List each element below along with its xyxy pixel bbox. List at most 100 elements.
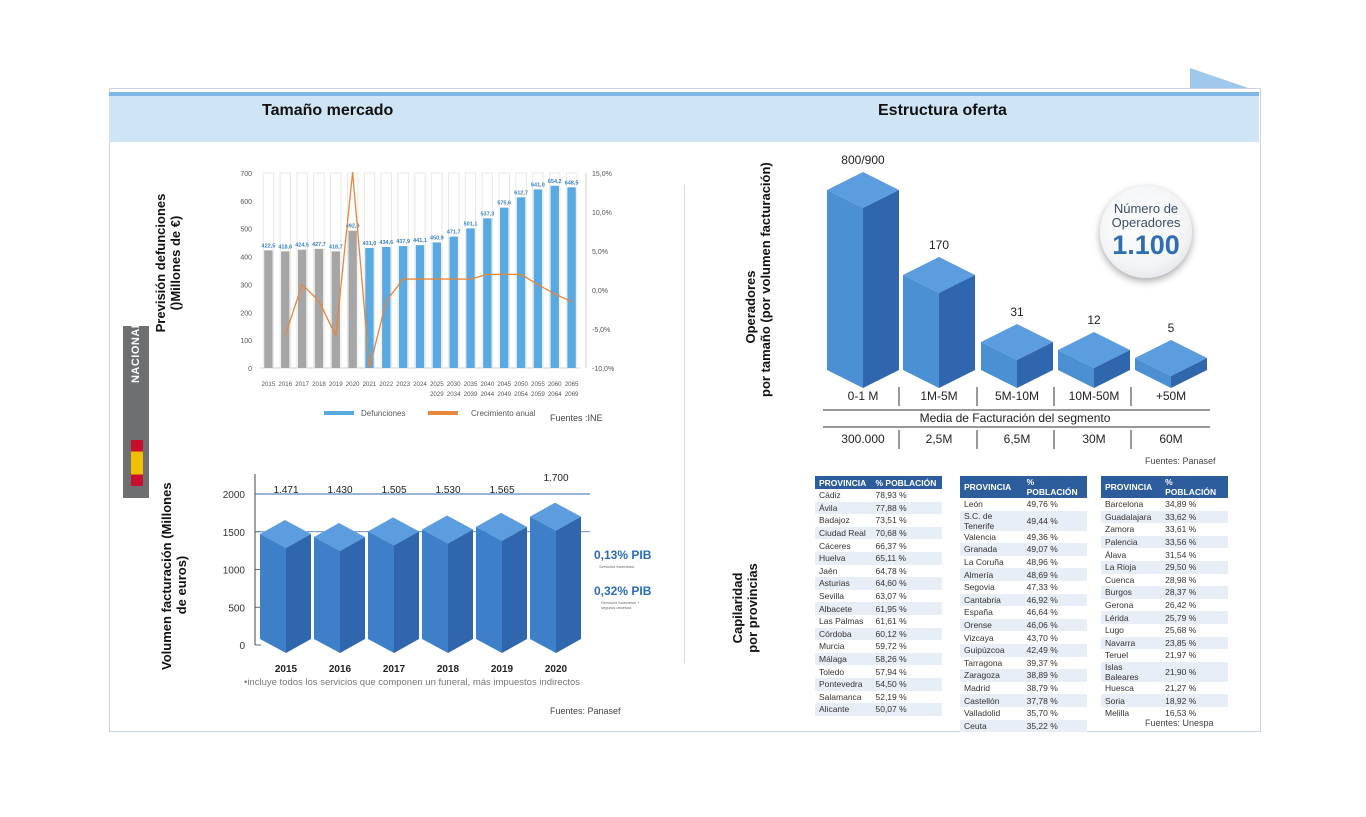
bar-top (422, 515, 473, 544)
y2-tick: -10,0% (592, 366, 614, 373)
x-tick: 2024 (413, 381, 427, 388)
poblacion-value: 47,33 % (1026, 582, 1058, 593)
table-row: Segovia 47,33 % (960, 581, 1087, 594)
bar-2040|2044 (483, 218, 492, 368)
table-row: La Coruña 48,96 % (960, 556, 1087, 569)
x-tick-2: 2064 (548, 391, 562, 398)
x-tick: 2019 (491, 664, 514, 675)
poblacion-value: 18,92 % (1161, 694, 1228, 707)
table-row: Toledo 57,94 % (815, 665, 942, 678)
x-tick: 2017 (383, 664, 406, 675)
poblacion-value: 49,76 % (1026, 499, 1058, 510)
col-header-provincia: PROVINCIA (1101, 476, 1162, 498)
provincia-table-3: PROVINCIA% POBLACIÓN Barcelona 34,89 % Guad… (1101, 476, 1228, 720)
table-row: Asturias 64,60 % (815, 577, 942, 590)
bar-2022 (382, 246, 391, 368)
table-row: S.C. de Tenerife 49,44 % (960, 510, 1087, 531)
x-tick-2: 2059 (531, 391, 545, 398)
table-row: Islas Baleares 21,90 % (1101, 661, 1228, 682)
poblacion-value: 38,89 % (1022, 669, 1087, 682)
y-tick: 100 (240, 338, 252, 345)
bar-2030|2034 (449, 236, 458, 368)
op-bar-side (1171, 358, 1207, 388)
value-label: 431,0 (363, 241, 377, 247)
table-row: Navarra 23,85 % (1101, 636, 1228, 650)
poblacion-value: 59,72 % (875, 641, 907, 652)
op-media: 300.000 (841, 432, 885, 446)
op-category: 10M-50M (1069, 389, 1120, 403)
provincia-name: Murcia (819, 641, 845, 652)
bar-top (530, 502, 581, 531)
provincia-name: Badajoz (819, 515, 850, 526)
value-label: 501,1 (464, 221, 478, 227)
provincia-name: Navarra (1101, 636, 1162, 650)
bar-2055|2059 (533, 189, 543, 368)
poblacion-value: 48,69 % (1022, 568, 1087, 581)
table-row: Teruel 21,97 % (1101, 649, 1228, 662)
table-row: Barcelona 34,89 % (1101, 498, 1228, 511)
poblacion-value: 21,97 % (1165, 650, 1197, 661)
table-row: Jaén 64,78 % (815, 565, 942, 578)
poblacion-value: 25,79 % (1161, 611, 1228, 624)
provincia-name: Huesca (1105, 683, 1134, 694)
value-label: 492,9 (346, 224, 360, 230)
table-row: Guipúzcoa 42,49 % (960, 643, 1087, 657)
y-tick: 200 (240, 310, 252, 317)
value-label: 1.565 (489, 485, 514, 496)
y-tick: 1000 (223, 566, 246, 577)
bar-side (556, 516, 581, 653)
poblacion-value: 43,70 % (1026, 632, 1058, 643)
x-tick-2: 2049 (497, 391, 511, 398)
poblacion-value: 70,68 % (871, 526, 942, 540)
x-tick: 2017 (295, 381, 309, 388)
bar-2017 (368, 531, 394, 653)
value-label: 537,3 (480, 211, 494, 217)
table-row: Álava 31,54 % (1101, 548, 1228, 561)
value-label: 1.530 (435, 485, 460, 496)
poblacion-value: 66,37 % (875, 540, 907, 551)
value-label: 434,6 (379, 240, 393, 246)
poblacion-value: 31,54 % (1165, 549, 1197, 560)
value-label: 1.700 (543, 473, 568, 484)
value-label: 1.471 (273, 485, 298, 496)
col-header-poblacion: % POBLACIÓN (871, 476, 942, 489)
bar-top (368, 517, 419, 546)
volumen-chart: 0 500 1000 1500 2000 1.471 2015 1.430 2016 1.505 2… (223, 473, 590, 675)
x-tick: 2016 (278, 381, 292, 388)
provincia-name: Cádiz (819, 490, 841, 501)
provincia-name: Sevilla (819, 591, 845, 602)
badge-label-1: Número de (1113, 201, 1179, 216)
pib-seguros-note: Servicios funerarios + seguros decesos (601, 600, 640, 610)
poblacion-value: 42,49 % (1022, 643, 1087, 657)
poblacion-value: 77,88 % (871, 501, 942, 515)
poblacion-value: 35,22 % (1022, 719, 1087, 733)
volumen-note: •incluye todos los servicios que compone… (244, 677, 580, 688)
nacional-label: NACIONAL (130, 320, 142, 384)
table-row: Córdoba 60,12 % (815, 627, 942, 641)
op-media: 2,5M (926, 432, 953, 446)
provincia-name: Madrid (964, 683, 990, 694)
y2-tick: 10,0% (592, 210, 612, 217)
value-label: 418,6 (278, 244, 292, 250)
provincia-table-2: PROVINCIA% POBLACIÓN León 49,76 % S.C. de T… (960, 476, 1087, 733)
provincia-name: S.C. de Tenerife (960, 510, 1023, 531)
provincia-name: Málaga (815, 652, 872, 666)
table-row: Pontevedra 54,50 % (815, 677, 942, 691)
y-tick: 2000 (223, 490, 246, 501)
volumen-source: Fuentes: Panasef (550, 706, 621, 716)
poblacion-value: 23,85 % (1161, 636, 1228, 650)
y2-tick: 0,0% (592, 288, 608, 295)
table-row: Lugo 25,68 % (1101, 624, 1228, 637)
legend-crecimiento-swatch (428, 411, 458, 415)
provincia-name: Barcelona (1105, 499, 1144, 510)
column-divider (684, 185, 685, 663)
table-row: Cádiz 78,93 % (815, 489, 942, 502)
op-value-label: 800/900 (841, 153, 885, 167)
table-row: Huelva 65,11 % (815, 551, 942, 565)
table-row: Cantabria 46,92 % (960, 593, 1087, 607)
op-bar-side (1094, 350, 1130, 388)
table-row: Huesca 21,27 % (1101, 682, 1228, 695)
bar-2060|2064 (550, 185, 559, 368)
x-tick: 2065 (565, 381, 579, 388)
provincia-name: Valladolid (964, 708, 1001, 719)
